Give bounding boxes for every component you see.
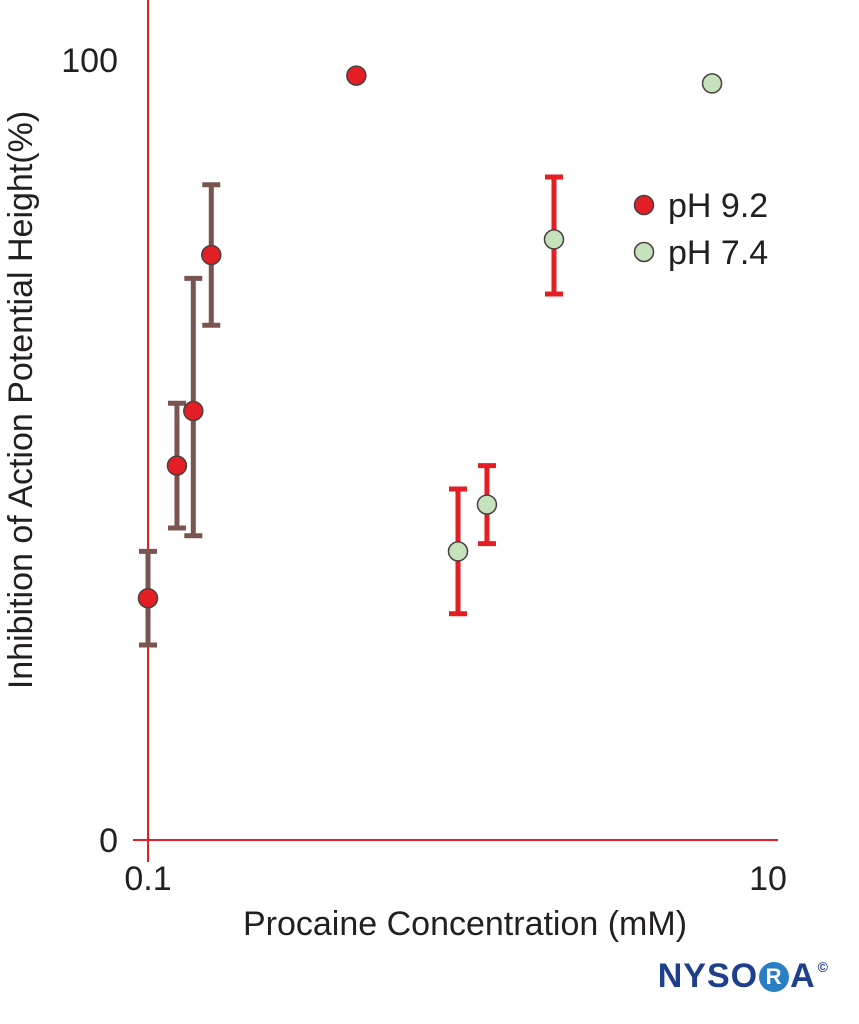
data-point-ph-7-4-1 <box>447 541 469 562</box>
data-point-ph-7-4-3 <box>543 229 565 250</box>
nysora-logo: NYSO R A © <box>658 957 829 996</box>
y-tick-label-max: 100 <box>61 42 118 80</box>
x-tick-label-min: 0.1 <box>124 860 171 898</box>
legend-label-ph-7-4: pH 7.4 <box>668 234 768 272</box>
data-point-ph-7-4-2 <box>476 494 498 515</box>
legend-item-ph-9-2: pH 9.2 <box>633 187 768 225</box>
data-point-ph-9-2-1 <box>137 587 159 609</box>
copyright-mark: © <box>817 959 829 975</box>
data-point-ph-9-2-3 <box>183 400 204 422</box>
x-tick-label-max: 10 <box>749 860 787 898</box>
x-axis-title: Procaine Concentration (mM) <box>243 905 687 943</box>
legend-label-ph-9-2: pH 9.2 <box>668 187 768 225</box>
legend-marker-ph-9-2 <box>633 194 655 216</box>
logo-ring-icon: R <box>759 961 790 992</box>
legend-marker-ph-7-4 <box>633 241 655 263</box>
data-point-ph-7-4-4 <box>701 73 723 94</box>
data-point-ph-9-2-2 <box>166 455 188 476</box>
legend: pH 9.2 pH 7.4 <box>633 187 768 272</box>
axes <box>133 0 778 862</box>
logo-text-left: NYSO <box>657 957 759 995</box>
y-tick-label-min: 0 <box>99 822 118 860</box>
data-point-ph-9-2-5 <box>346 65 367 86</box>
error-bars <box>139 174 563 648</box>
logo-text-right: A <box>790 957 816 995</box>
data-point-ph-9-2-4 <box>201 244 222 266</box>
data-points <box>137 65 723 609</box>
legend-item-ph-7-4: pH 7.4 <box>633 234 768 272</box>
y-axis-title: Inhibition of Action Potential Height(%) <box>2 111 40 689</box>
tick-labels: 100 0 0.1 10 <box>61 42 787 898</box>
